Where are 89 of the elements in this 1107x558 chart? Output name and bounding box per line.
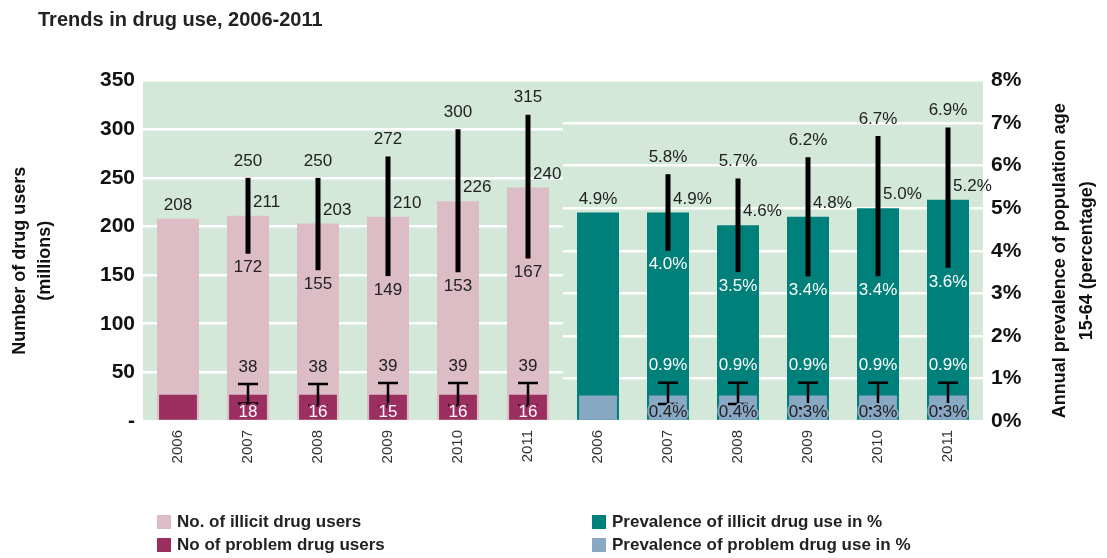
annotation: 3.4% xyxy=(788,280,828,300)
data-label: 203 xyxy=(323,199,352,219)
y-tick-label: 4% xyxy=(991,237,1022,261)
x-tick-label: 2008 xyxy=(728,430,746,464)
legend-label: Prevalence of illicit drug use in % xyxy=(612,511,883,532)
data-label: 210 xyxy=(393,192,422,212)
annotation: 16 xyxy=(448,401,468,421)
chart-title: Trends in drug use, 2006-2011 xyxy=(38,8,323,31)
x-tick-label: 2006 xyxy=(168,430,186,464)
bar xyxy=(579,395,617,420)
annotation: 0.9% xyxy=(648,355,688,375)
x-tick-label: 2009 xyxy=(378,430,396,464)
annotation: 0.9% xyxy=(928,355,968,375)
annotation: 39 xyxy=(448,355,468,375)
annotation: 0.9% xyxy=(858,355,898,375)
annotation: 16 xyxy=(308,401,328,421)
annotation: 6.9% xyxy=(928,100,968,120)
annotation: 38 xyxy=(238,356,258,376)
y-tick-label: 8% xyxy=(991,67,1022,91)
legend-label: No. of illicit drug users xyxy=(177,511,362,532)
x-tick-label: 2011 xyxy=(938,430,956,463)
annotation: 0.3% xyxy=(788,401,828,421)
annotation: 153 xyxy=(443,275,473,295)
data-label: 4.9% xyxy=(578,188,618,208)
x-tick-label: 2010 xyxy=(448,430,466,464)
y-axis-title: Number of drug users (millions) xyxy=(8,166,54,355)
annotation: 0.9% xyxy=(718,355,758,375)
data-label: 240 xyxy=(533,163,562,183)
annotation: 0.9% xyxy=(788,355,828,375)
x-tick-label: 2008 xyxy=(308,430,326,464)
y-tick-label: 50 xyxy=(111,359,135,383)
annotation: 0.4% xyxy=(648,401,688,421)
annotation: 300 xyxy=(443,101,473,121)
annotation: 250 xyxy=(233,150,263,170)
x-tick-label: 2007 xyxy=(238,430,256,464)
annotation: 0.3% xyxy=(928,401,968,421)
annotation: 6.2% xyxy=(788,129,828,149)
y-tick-label: 250 xyxy=(99,164,135,188)
y-tick-label: 3% xyxy=(991,280,1022,304)
annotation: 0.3% xyxy=(858,401,898,421)
y-tick-label: 100 xyxy=(99,310,135,334)
annotation: 272 xyxy=(373,129,403,149)
annotation: 38 xyxy=(308,356,328,376)
y-tick-label: 300 xyxy=(99,116,135,140)
y-tick-label: 1% xyxy=(991,365,1022,389)
x-tick-label: 2010 xyxy=(868,430,886,464)
annotation: 39 xyxy=(518,355,538,375)
annotation: 250 xyxy=(303,150,333,170)
annotation: 16 xyxy=(518,401,538,421)
y-tick-label: 200 xyxy=(99,213,135,237)
data-label: 4.6% xyxy=(743,201,782,221)
y-axis-title: Annual prevalence of population age 15-64 (percentage) xyxy=(1048,103,1096,419)
y-tick-label: 350 xyxy=(99,67,135,91)
x-tick-label: 2011 xyxy=(518,430,536,463)
y-tick-label: 6% xyxy=(991,152,1022,176)
annotation: 149 xyxy=(373,279,403,299)
y-tick-label: 0% xyxy=(991,407,1022,431)
annotation: 3.5% xyxy=(718,275,758,295)
bar xyxy=(159,394,197,420)
data-label: 208 xyxy=(163,194,193,214)
annotation: 315 xyxy=(513,87,543,107)
data-label: 4.8% xyxy=(813,192,852,212)
annotation: 6.7% xyxy=(858,108,898,128)
annotation: 5.8% xyxy=(648,146,688,166)
x-tick-label: 2007 xyxy=(658,430,676,464)
data-label: 5.2% xyxy=(953,175,992,195)
y-tick-label: 150 xyxy=(99,261,135,285)
legend-label: No of problem drug users xyxy=(177,534,385,555)
annotation: 18 xyxy=(238,401,258,421)
x-tick-label: 2009 xyxy=(798,430,816,464)
data-label: 226 xyxy=(463,177,492,197)
data-label: 5.0% xyxy=(883,184,922,204)
annotation: 4.0% xyxy=(648,254,688,274)
annotation: 167 xyxy=(513,262,543,282)
annotation: 0.4% xyxy=(718,401,758,421)
y-tick-label: 5% xyxy=(991,195,1022,219)
annotation: 5.7% xyxy=(718,151,758,171)
y-tick-label: 2% xyxy=(991,322,1022,346)
x-tick-label: 2006 xyxy=(588,430,606,464)
data-label: 4.9% xyxy=(673,188,712,208)
legend-label: Prevalence of problem drug use in % xyxy=(612,534,911,555)
annotation: 3.6% xyxy=(928,271,968,291)
annotation: 3.4% xyxy=(858,280,898,300)
annotation: 172 xyxy=(233,257,263,277)
y-tick-label: - xyxy=(128,407,135,431)
y-tick-label: 7% xyxy=(991,109,1022,133)
annotation: 39 xyxy=(378,355,398,375)
annotation: 155 xyxy=(303,273,333,293)
data-label: 211 xyxy=(253,191,281,211)
